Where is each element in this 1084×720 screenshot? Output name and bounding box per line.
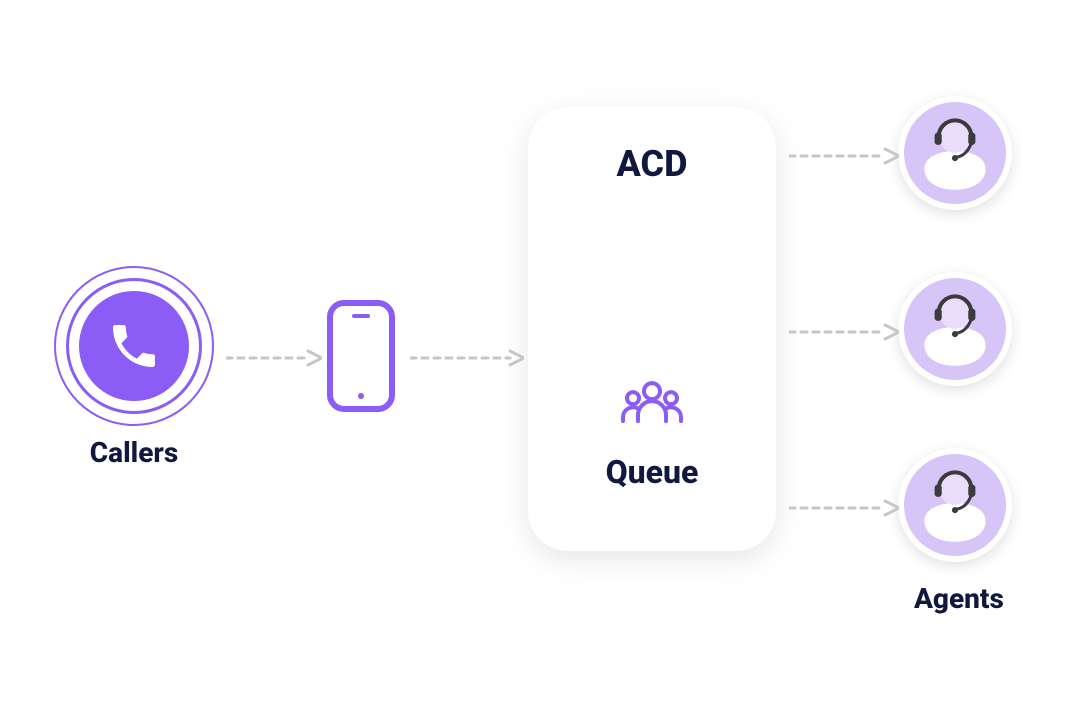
people-group-icon bbox=[620, 381, 684, 423]
smartphone-icon bbox=[327, 300, 395, 412]
agent-avatar-1 bbox=[898, 96, 1012, 210]
phone-icon bbox=[106, 318, 162, 374]
person-headset-icon bbox=[904, 102, 1006, 204]
flow-arrow-5 bbox=[789, 498, 899, 518]
flow-arrow-4 bbox=[789, 322, 899, 342]
queue-label: Queue bbox=[528, 453, 776, 491]
person-headset-icon bbox=[904, 454, 1006, 556]
agents-label: Agents bbox=[914, 582, 1004, 615]
person-headset-icon bbox=[904, 278, 1006, 380]
callers-node: Callers bbox=[49, 266, 219, 469]
queue-icon bbox=[620, 381, 684, 423]
flow-arrow-1 bbox=[226, 348, 322, 368]
agent-avatar-3 bbox=[898, 448, 1012, 562]
acd-queue-card: ACD Queue bbox=[528, 107, 776, 551]
flow-arrow-3 bbox=[789, 146, 899, 166]
callers-label: Callers bbox=[49, 436, 219, 469]
phone-circle bbox=[79, 291, 189, 401]
acd-title: ACD bbox=[528, 143, 776, 185]
agent-avatar-2 bbox=[898, 272, 1012, 386]
smartphone-node bbox=[327, 300, 395, 412]
flow-arrow-2 bbox=[410, 348, 524, 368]
diagram-canvas: Callers ACD Queue bbox=[0, 0, 1084, 720]
callers-rings bbox=[54, 266, 214, 426]
